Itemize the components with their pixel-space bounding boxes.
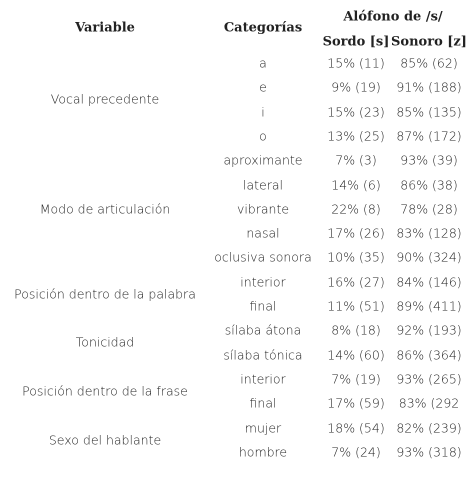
category-cell: vibrante [236,201,290,217]
sordo-cell: 15% (11) [327,55,385,71]
header-alofono: Alófono de /s/ [343,9,443,25]
category-cell: final [249,298,277,314]
sordo-cell: 8% (18) [331,322,381,338]
sonoro-cell: 91% (188) [396,79,462,95]
category-cell: final [249,395,277,411]
category-cell: mujer [244,420,282,435]
category-cell: aproximante [223,152,303,168]
sordo-cell: 17% (26) [327,225,385,241]
variable-label: Vocal precedente [50,91,160,107]
sordo-cell: 15% (23) [327,104,385,120]
sonoro-cell: 93% (318) [396,444,462,460]
sonoro-cell: 83% (128) [396,225,462,241]
sonoro-cell: 84% (146) [396,274,462,290]
sonoro-cell: 78% (28) [400,201,458,217]
sonoro-cell: 85% (62) [400,55,458,71]
category-cell: oclusiva sonora [214,249,312,265]
category-cell: a [259,55,267,71]
sonoro-cell: 86% (38) [400,177,458,192]
category-cell: lateral [243,177,283,192]
sonoro-cell: 83% (292 [398,395,460,411]
category-cell: o [259,128,267,144]
sonoro-cell: 89% (411) [396,298,462,314]
sordo-cell: 13% (25) [327,128,385,144]
category-cell: interior [240,274,286,290]
sonoro-cell: 82% (239) [396,420,462,435]
header-categorias: Categorías [223,20,303,36]
variable-label: Modo de articulación [39,201,171,217]
sordo-cell: 7% (3) [335,152,377,168]
sordo-cell: 11% (51) [327,298,385,314]
sonoro-cell: 85% (135) [396,104,462,120]
sonoro-cell: 92% (193) [396,322,462,338]
category-cell: sílaba tónica [223,347,303,363]
variable-label: Posición dentro de la palabra [14,286,196,302]
header-sonoro: Sonoro [z] [391,34,467,50]
sonoro-cell: 93% (39) [400,152,458,168]
category-cell: i [261,104,265,120]
header-variable: Variable [75,20,135,36]
sonoro-cell: 87% (172) [396,128,462,144]
variable-label: Posición dentro de la frase [22,383,188,399]
category-cell: sílaba átona [224,322,302,338]
sonoro-cell: 90% (324) [396,249,462,265]
sordo-cell: 14% (60) [327,347,385,363]
sordo-cell: 7% (24) [331,444,381,460]
sonoro-cell: 86% (364) [396,347,462,363]
variable-label: Sexo del hablante [48,432,162,448]
sordo-cell: 10% (35) [327,249,385,265]
sordo-cell: 22% (8) [331,201,381,217]
sordo-cell: 18% (54) [327,420,385,435]
sordo-cell: 9% (19) [331,79,381,95]
category-cell: interior [240,371,286,387]
header-sordo: Sordo [s] [322,34,390,50]
sordo-cell: 14% (6) [331,177,381,192]
sordo-cell: 7% (19) [331,371,381,387]
category-cell: hombre [238,444,288,460]
category-cell: e [259,79,267,95]
category-cell: nasal [246,225,280,241]
sordo-cell: 17% (59) [327,395,385,411]
variable-label: Tonicidad [75,334,135,350]
sonoro-cell: 93% (265) [396,371,462,387]
sordo-cell: 16% (27) [327,274,385,290]
